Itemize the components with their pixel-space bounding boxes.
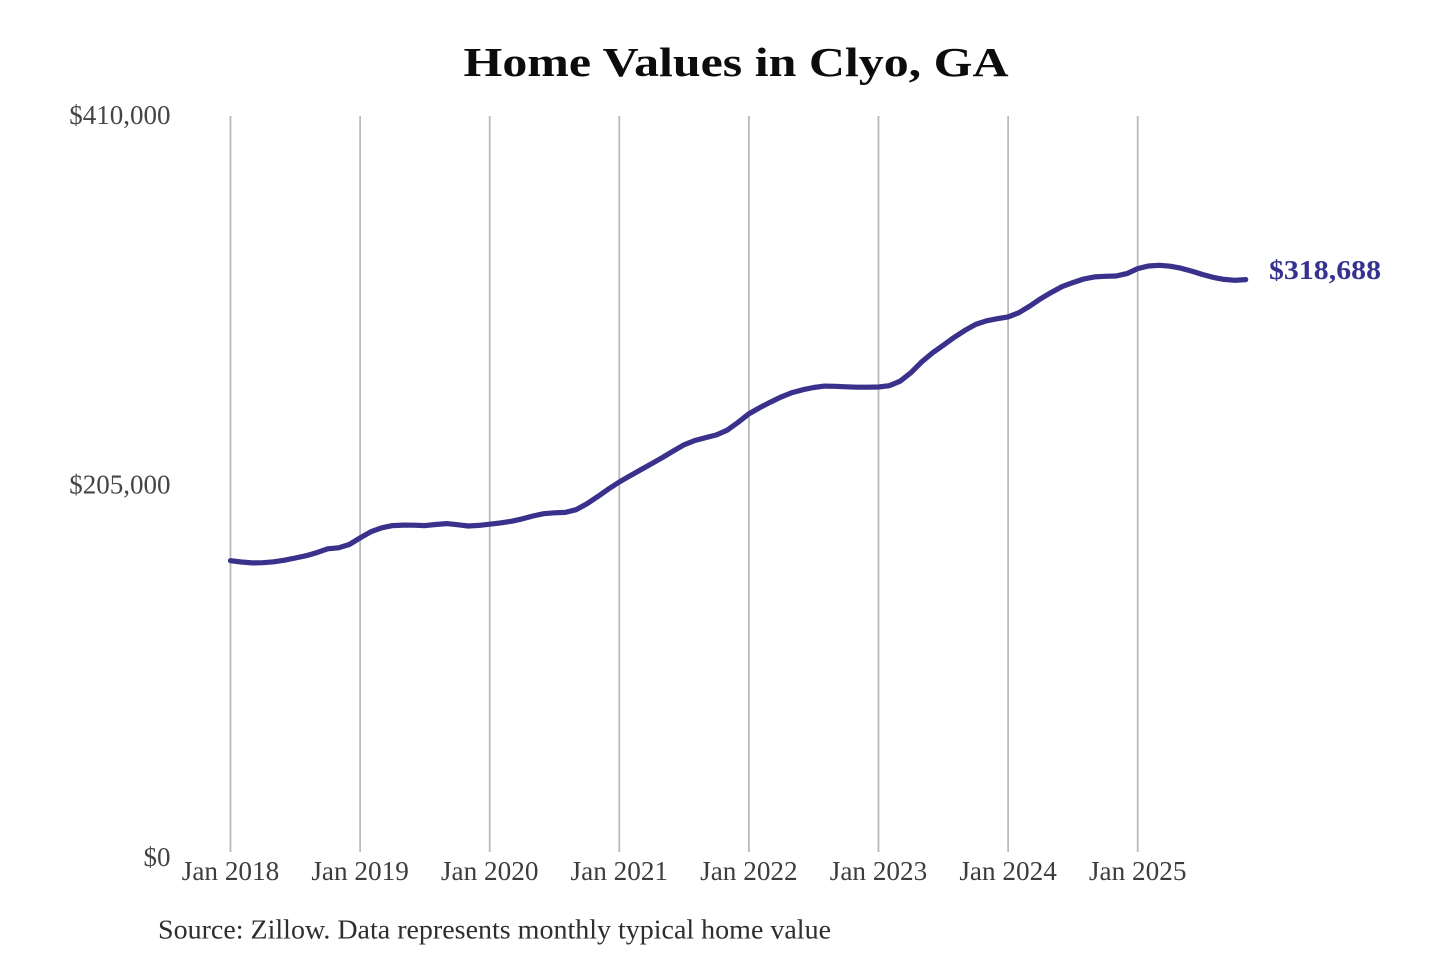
svg-text:Jan 2024: Jan 2024: [959, 856, 1057, 886]
svg-text:Jan 2018: Jan 2018: [182, 856, 280, 886]
svg-text:Jan 2025: Jan 2025: [1089, 856, 1187, 886]
svg-text:Home Values in Clyo, GA: Home Values in Clyo, GA: [464, 39, 1009, 85]
svg-text:Jan 2023: Jan 2023: [830, 856, 928, 886]
svg-text:Jan 2022: Jan 2022: [700, 856, 798, 886]
svg-text:Jan 2019: Jan 2019: [311, 856, 409, 886]
svg-text:$205,000: $205,000: [69, 470, 170, 500]
svg-text:Jan 2020: Jan 2020: [441, 856, 539, 886]
svg-text:$0: $0: [144, 842, 171, 872]
svg-text:Source: Zillow. Data represent: Source: Zillow. Data represents monthly …: [158, 915, 831, 945]
svg-text:$410,000: $410,000: [69, 100, 170, 130]
svg-text:Jan 2021: Jan 2021: [571, 856, 669, 886]
svg-text:$318,688: $318,688: [1269, 255, 1381, 285]
